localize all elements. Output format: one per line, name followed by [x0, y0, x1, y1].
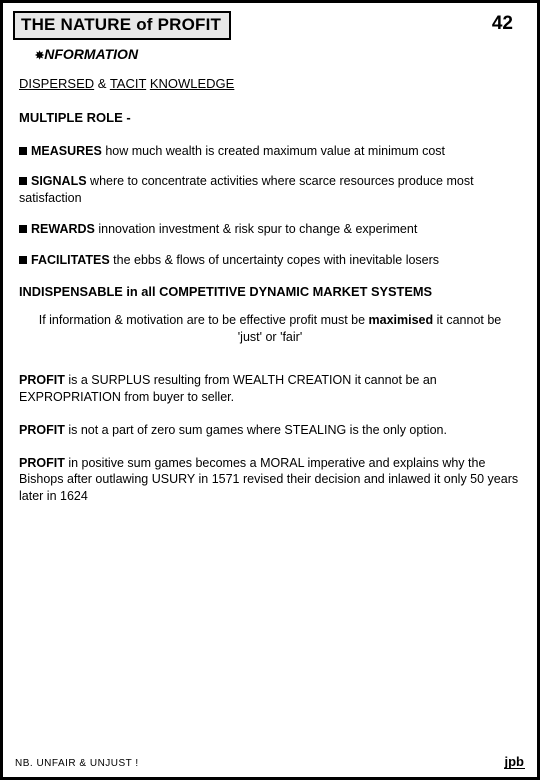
bullet-signals: SIGNALS where to concentrate activities …: [19, 173, 521, 207]
square-bullet-icon: [19, 147, 27, 155]
bullet-text: where to concentrate activities where sc…: [19, 174, 474, 205]
heading-word-dispersed: DISPERSED: [19, 76, 94, 91]
multiple-role-label: MULTIPLE ROLE -: [19, 109, 521, 127]
center-bold: maximised: [369, 313, 434, 327]
information-text: NFORMATION: [44, 46, 138, 62]
page-title: THE NATURE of PROFIT: [21, 15, 221, 34]
heading-amp: &: [98, 76, 107, 91]
information-label: ✸NFORMATION: [35, 46, 527, 62]
page-number: 42: [492, 11, 527, 35]
profit-paragraph-2: PROFIT is not a part of zero sum games w…: [19, 422, 521, 439]
profit-lead: PROFIT: [19, 423, 68, 437]
profit-paragraph-1: PROFIT is a SURPLUS resulting from WEALT…: [19, 372, 521, 406]
bullet-lead: SIGNALS: [31, 174, 87, 188]
bullet-measures: MEASURES how much wealth is created maxi…: [19, 143, 521, 160]
bullet-text: the ebbs & flows of uncertainty copes wi…: [110, 253, 439, 267]
bullet-text: how much wealth is created maximum value…: [102, 144, 445, 158]
profit-text: is not a part of zero sum games where ST…: [68, 423, 447, 437]
bullet-facilitates: FACILITATES the ebbs & flows of uncertai…: [19, 252, 521, 269]
square-bullet-icon: [19, 225, 27, 233]
content-area: MULTIPLE ROLE - MEASURES how much wealth…: [13, 109, 527, 505]
section-heading: DISPERSED & TACIT KNOWLEDGE: [19, 76, 527, 91]
indispensable-line: INDISPENSABLE in all COMPETITIVE DYNAMIC…: [19, 283, 521, 300]
center-paragraph: If information & motivation are to be ef…: [27, 312, 513, 346]
square-bullet-icon: [19, 256, 27, 264]
title-box: THE NATURE of PROFIT: [13, 11, 231, 40]
bullet-lead: REWARDS: [31, 222, 95, 236]
heading-word-knowledge: KNOWLEDGE: [150, 76, 235, 91]
center-pre: If information & motivation are to be ef…: [39, 313, 369, 327]
profit-lead: PROFIT: [19, 456, 68, 470]
footer: NB. UNFAIR & UNJUST ! jpb: [15, 755, 525, 769]
profit-text: in positive sum games becomes a MORAL im…: [19, 456, 518, 504]
profit-paragraph-3: PROFIT in positive sum games becomes a M…: [19, 455, 521, 506]
footer-note: NB. UNFAIR & UNJUST !: [15, 758, 139, 769]
bullet-text: innovation investment & risk spur to cha…: [95, 222, 417, 236]
square-bullet-icon: [19, 177, 27, 185]
header-row: THE NATURE of PROFIT 42: [13, 11, 527, 40]
heading-word-tacit: TACIT: [110, 76, 146, 91]
profit-lead: PROFIT: [19, 373, 68, 387]
bullet-rewards: REWARDS innovation investment & risk spu…: [19, 221, 521, 238]
bullet-lead: FACILITATES: [31, 253, 110, 267]
star-icon: ✸: [35, 49, 44, 62]
bullet-lead: MEASURES: [31, 144, 102, 158]
footer-logo: jpb: [504, 755, 526, 769]
profit-text: is a SURPLUS resulting from WEALTH CREAT…: [19, 373, 437, 404]
page-frame: THE NATURE of PROFIT 42 ✸NFORMATION DISP…: [0, 0, 540, 780]
